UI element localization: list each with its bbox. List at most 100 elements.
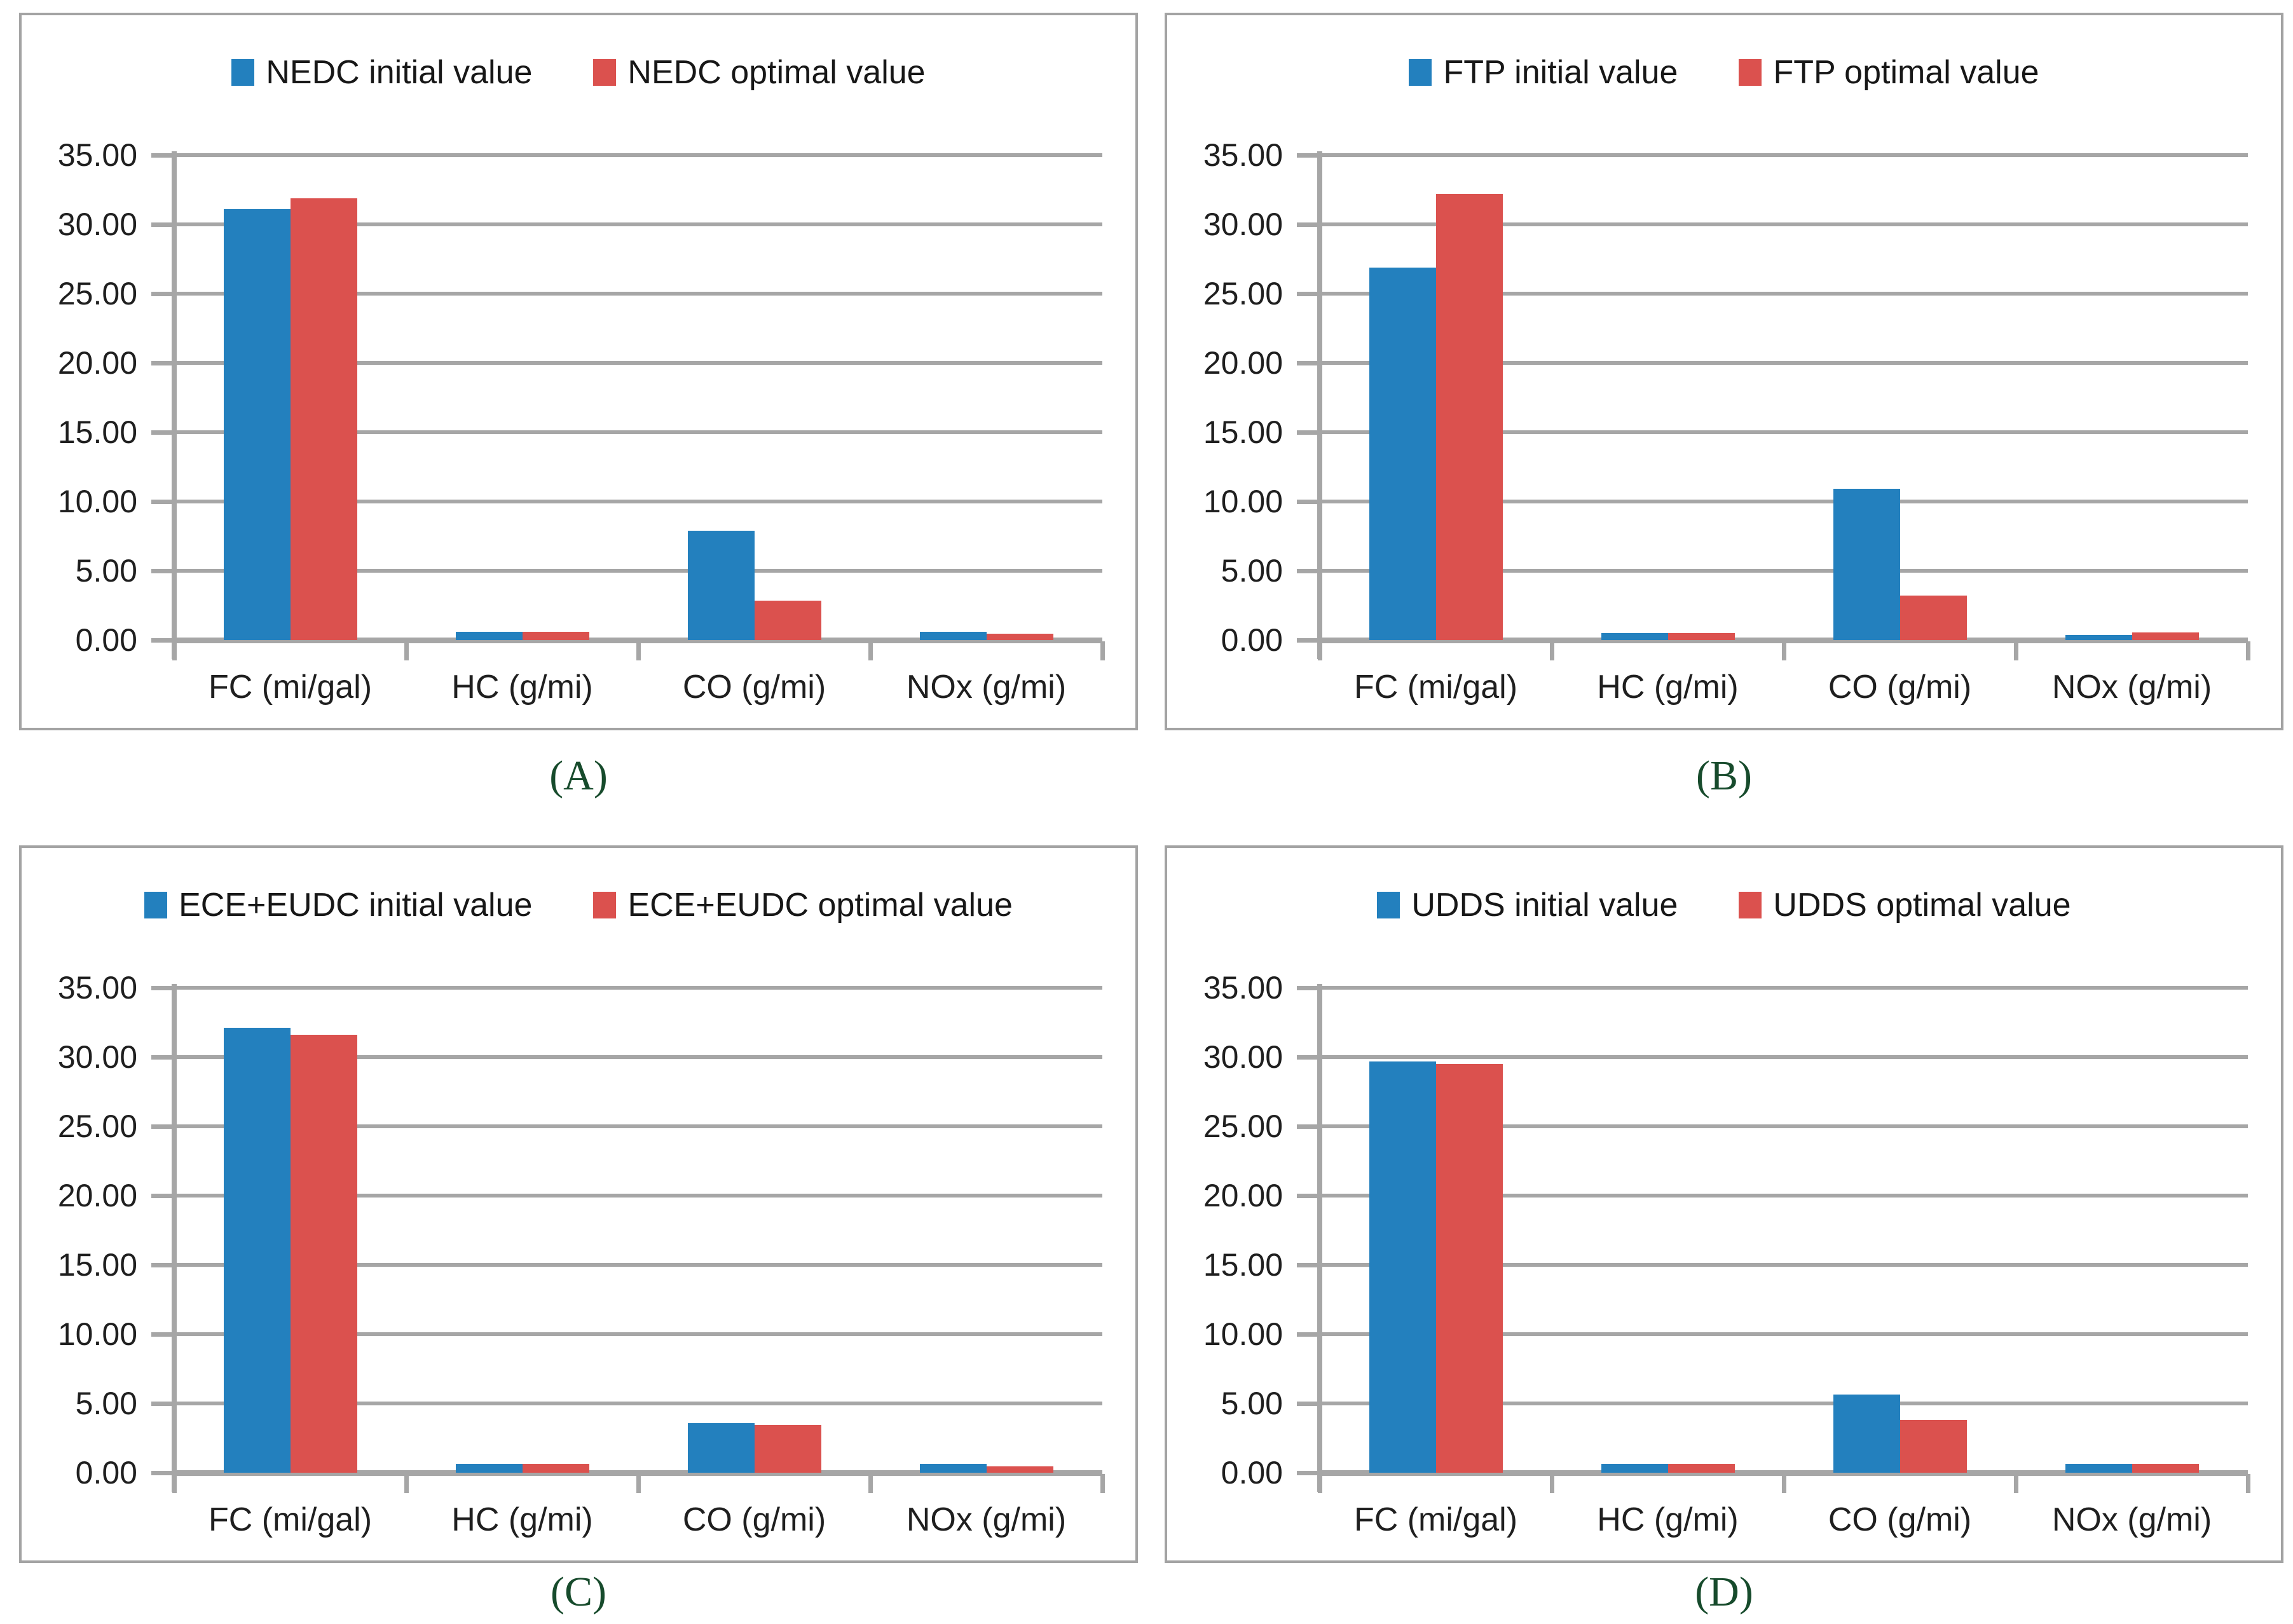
y-tick-label: 25.00	[1203, 1109, 1283, 1144]
gridline-30.00	[174, 1055, 1102, 1059]
legend-item-optimal: ECE+EUDC optimal value	[593, 886, 1013, 924]
y-tick-mark	[1297, 986, 1320, 990]
gridline-5.00	[174, 569, 1102, 573]
y-tick-label: 30.00	[57, 1039, 137, 1075]
y-tick-label: 30.00	[1203, 1039, 1283, 1075]
bar-initial-cat0	[1369, 268, 1436, 640]
caption-d: (D)	[1695, 1569, 1753, 1615]
legend-item-initial: UDDS initial value	[1377, 886, 1678, 924]
x-category-label: NOx (g/mi)	[2051, 1501, 2212, 1538]
bar-optimal-cat2	[754, 601, 821, 640]
x-tick-mark	[1318, 1474, 1322, 1493]
gridline-15.00	[1320, 1263, 2248, 1267]
x-tick-mark	[2246, 641, 2250, 660]
legend-swatch-icon	[1739, 59, 1762, 86]
bar-optimal-cat2	[1899, 1420, 1967, 1473]
bar-optimal-cat0	[290, 198, 357, 640]
bar-optimal-cat3	[986, 1466, 1053, 1473]
gridline-15.00	[174, 1263, 1102, 1267]
x-tick-mark	[636, 1474, 641, 1493]
legend-label: ECE+EUDC initial value	[179, 887, 533, 924]
y-tick-mark	[1297, 569, 1320, 573]
y-tick-mark	[1297, 1402, 1320, 1406]
x-category-label: CO (g/mi)	[1828, 669, 1972, 706]
x-tick-mark	[2246, 1474, 2250, 1493]
x-tick-mark	[404, 641, 409, 660]
y-tick-mark	[151, 153, 174, 158]
bar-initial-cat3	[919, 632, 987, 640]
y-tick-label: 15.00	[1203, 1247, 1283, 1283]
y-tick-label: 35.00	[1203, 137, 1283, 173]
x-tick-mark	[1100, 641, 1105, 660]
x-tick-mark	[636, 641, 641, 660]
bar-initial-cat2	[1833, 1395, 1900, 1473]
bar-optimal-cat3	[2132, 632, 2199, 640]
legend-label: UDDS initial value	[1411, 887, 1678, 924]
legend-label: ECE+EUDC optimal value	[627, 887, 1013, 924]
bar-optimal-cat0	[1435, 194, 1503, 640]
y-tick-label: 0.00	[75, 622, 137, 658]
bar-initial-cat3	[2065, 1464, 2132, 1473]
y-tick-label: 30.00	[1203, 207, 1283, 242]
x-tick-mark	[1782, 641, 1786, 660]
legend: ECE+EUDC initial value ECE+EUDC optimal v…	[22, 872, 1135, 938]
gridline-35.00	[174, 986, 1102, 990]
y-tick-mark	[151, 1124, 174, 1129]
y-tick-label: 5.00	[1221, 553, 1283, 589]
y-axis-line	[1317, 984, 1322, 1492]
chart-panel-c: ECE+EUDC initial value ECE+EUDC optimal v…	[19, 845, 1138, 1563]
y-tick-mark	[151, 638, 174, 643]
gridline-5.00	[1320, 1402, 2248, 1405]
legend-label: UDDS optimal value	[1773, 887, 2071, 924]
x-tick-mark	[1100, 1474, 1105, 1493]
gridline-15.00	[1320, 430, 2248, 434]
x-tick-mark	[404, 1474, 409, 1493]
y-tick-label: 15.00	[57, 414, 137, 450]
bar-optimal-cat1	[522, 1464, 589, 1473]
y-tick-label: 5.00	[1221, 1386, 1283, 1421]
y-tick-label: 10.00	[57, 1316, 137, 1352]
gridline-30.00	[174, 222, 1102, 226]
x-category-label: HC (g/mi)	[451, 669, 593, 706]
x-axis-line	[1320, 638, 2248, 643]
gridline-20.00	[1320, 1194, 2248, 1198]
bar-optimal-cat1	[1667, 1464, 1735, 1473]
y-tick-mark	[1297, 153, 1320, 158]
y-axis-line	[172, 151, 177, 659]
y-axis-line	[1317, 151, 1322, 659]
bar-initial-cat0	[1369, 1061, 1436, 1473]
bar-optimal-cat2	[754, 1425, 821, 1473]
gridline-10.00	[174, 500, 1102, 503]
x-category-label: HC (g/mi)	[451, 1501, 593, 1538]
y-tick-label: 20.00	[1203, 1178, 1283, 1213]
chart-panel-d: UDDS initial value UDDS optimal value 0.00…	[1165, 845, 2283, 1563]
x-category-label: FC (mi/gal)	[1353, 1501, 1518, 1538]
y-tick-label: 30.00	[57, 207, 137, 242]
legend-swatch-icon	[144, 892, 168, 918]
bar-initial-cat1	[455, 632, 523, 640]
gridline-10.00	[174, 1332, 1102, 1336]
bar-optimal-cat2	[1899, 596, 1967, 640]
y-tick-label: 35.00	[57, 970, 137, 1006]
y-tick-label: 25.00	[1203, 276, 1283, 311]
y-tick-mark	[1297, 1194, 1320, 1198]
y-tick-mark	[151, 500, 174, 504]
y-tick-label: 25.00	[57, 1109, 137, 1144]
bar-initial-cat2	[687, 531, 755, 640]
y-tick-mark	[1297, 430, 1320, 435]
bar-initial-cat2	[1833, 489, 1900, 640]
x-category-label: FC (mi/gal)	[208, 1501, 373, 1538]
x-category-label: NOx (g/mi)	[2051, 669, 2212, 706]
legend-item-optimal: NEDC optimal value	[593, 53, 926, 92]
y-tick-label: 0.00	[1221, 1455, 1283, 1491]
gridline-20.00	[174, 1194, 1102, 1198]
y-tick-mark	[1297, 361, 1320, 365]
legend-swatch-icon	[593, 892, 617, 918]
x-category-label: CO (g/mi)	[682, 669, 826, 706]
legend-swatch-icon	[1739, 892, 1762, 918]
x-tick-mark	[172, 641, 177, 660]
bar-initial-cat3	[919, 1464, 987, 1473]
gridline-35.00	[1320, 153, 2248, 157]
legend-swatch-icon	[1377, 892, 1400, 918]
x-category-label: CO (g/mi)	[682, 1501, 826, 1538]
